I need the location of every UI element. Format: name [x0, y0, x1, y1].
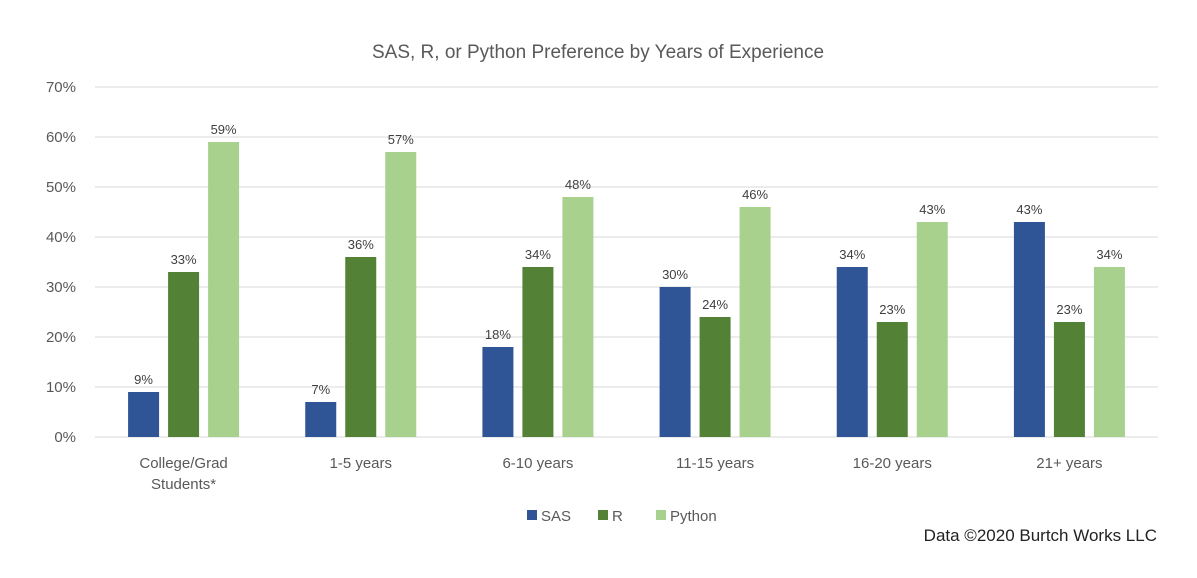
bar-sas-1 — [305, 402, 337, 437]
data-label: 57% — [388, 132, 414, 147]
bar-sas-4 — [836, 267, 868, 437]
bar-sas-0 — [128, 392, 160, 437]
y-tick-label: 60% — [46, 129, 76, 146]
x-tick-label: 16-20 years — [853, 455, 932, 472]
y-tick-label: 30% — [46, 279, 76, 296]
bars — [128, 142, 1125, 437]
data-label: 46% — [742, 187, 768, 202]
data-label: 43% — [919, 202, 945, 217]
x-tick-label: 1-5 years — [329, 455, 392, 472]
data-label: 43% — [1016, 202, 1042, 217]
y-tick-label: 10% — [46, 379, 76, 396]
legend: SAS R Python — [527, 508, 717, 525]
legend-swatch-sas — [527, 510, 537, 520]
y-tick-label: 20% — [46, 329, 76, 346]
bar-sas-3 — [659, 287, 691, 437]
x-tick-label: 21+ years — [1036, 455, 1102, 472]
data-label: 59% — [211, 122, 237, 137]
bar-r-5 — [1053, 322, 1085, 437]
data-label: 34% — [839, 247, 865, 262]
data-label: 23% — [1056, 302, 1082, 317]
chart-title: SAS, R, or Python Preference by Years of… — [372, 42, 824, 63]
bar-python-1 — [385, 152, 417, 437]
data-label: 34% — [525, 247, 551, 262]
legend-swatch-r — [598, 510, 608, 520]
y-tick-label: 0% — [54, 429, 76, 446]
data-label: 24% — [702, 297, 728, 312]
bar-python-2 — [562, 197, 594, 437]
bar-r-3 — [699, 317, 731, 437]
bar-python-4 — [916, 222, 948, 437]
data-label: 36% — [348, 237, 374, 252]
x-tick-label: Students* — [151, 476, 216, 493]
bar-sas-2 — [482, 347, 514, 437]
data-label: 9% — [134, 372, 153, 387]
x-tick-label: 11-15 years — [676, 455, 754, 472]
data-label: 7% — [311, 382, 330, 397]
x-tick-label: 6-10 years — [502, 455, 573, 472]
data-label: 18% — [485, 327, 511, 342]
y-axis-ticks: 0% 10% 20% 30% 40% 50% 60% 70% — [46, 79, 76, 446]
bar-python-3 — [739, 207, 771, 437]
legend-label-python: Python — [670, 508, 717, 525]
bar-python-0 — [208, 142, 240, 437]
y-tick-label: 40% — [46, 229, 76, 246]
source-note: Data ©2020 Burtch Works LLC — [923, 526, 1157, 545]
x-axis-ticks: College/Grad Students* 1-5 years 6-10 years… — [139, 455, 1102, 493]
data-label: 48% — [565, 177, 591, 192]
data-labels: 9% 33% 59% 7% 36% 57% 18% 34% 48% 30% 24% 46% 34% 23%… — [134, 122, 1123, 397]
data-label: 23% — [879, 302, 905, 317]
gridlines — [95, 86, 1158, 438]
legend-label-r: R — [612, 508, 623, 525]
y-tick-label: 70% — [46, 79, 76, 96]
data-label: 34% — [1096, 247, 1122, 262]
data-label: 33% — [171, 252, 197, 267]
legend-swatch-python — [656, 510, 666, 520]
bar-r-1 — [345, 257, 377, 437]
bar-r-4 — [876, 322, 908, 437]
bar-python-5 — [1093, 267, 1125, 437]
bar-r-2 — [522, 267, 554, 437]
y-tick-label: 50% — [46, 179, 76, 196]
data-label: 30% — [662, 267, 688, 282]
bar-r-0 — [168, 272, 200, 437]
legend-label-sas: SAS — [541, 508, 571, 525]
x-tick-label: College/Grad — [139, 455, 227, 472]
bar-sas-5 — [1013, 222, 1045, 437]
